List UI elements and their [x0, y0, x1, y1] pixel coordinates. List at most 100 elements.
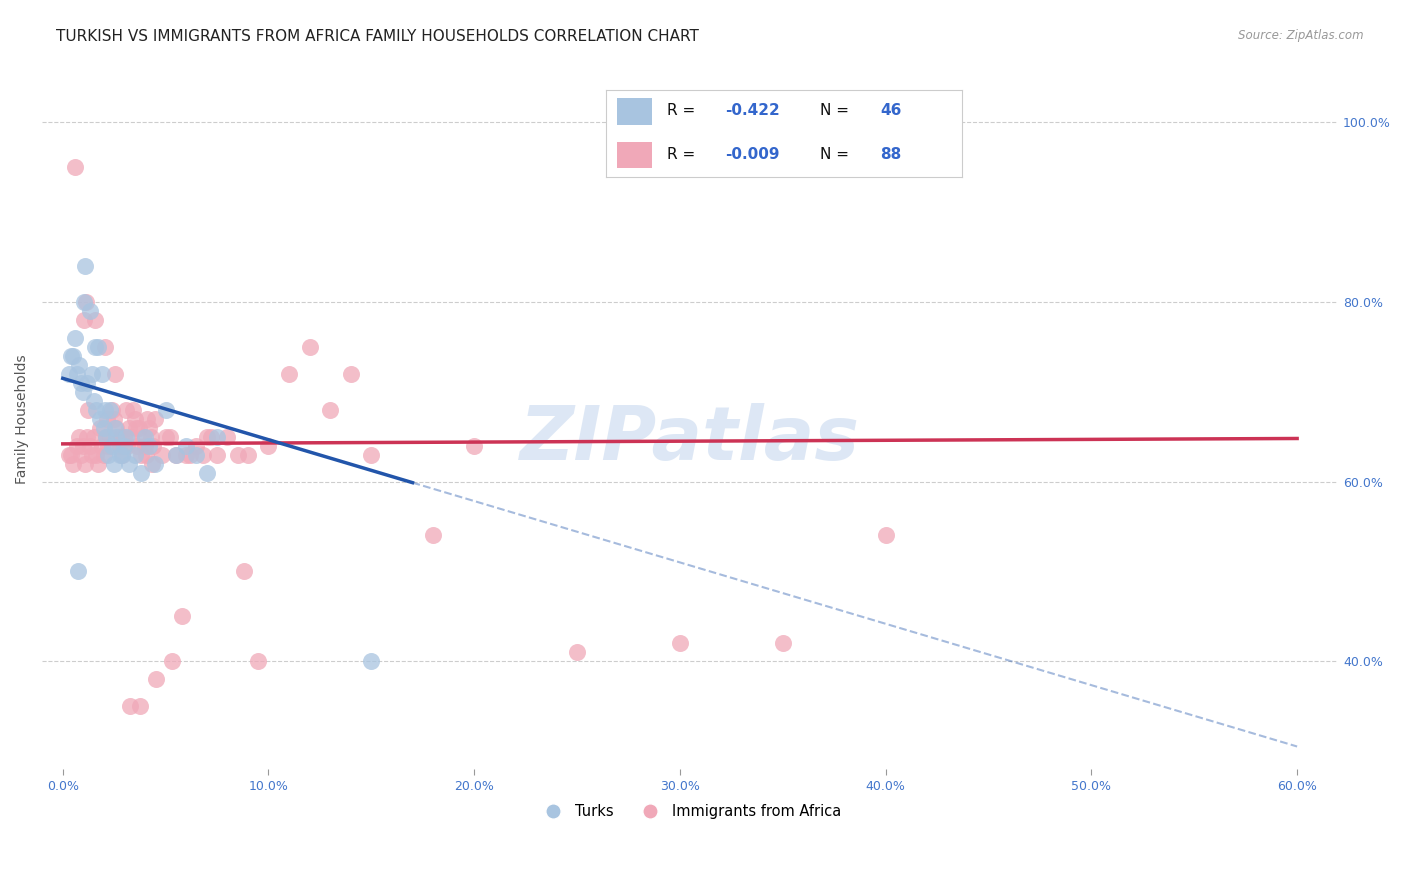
- Point: [124, 448, 146, 462]
- Point: [298, 340, 321, 354]
- Point: [89, 421, 111, 435]
- Point: [84, 402, 107, 417]
- Point: [83, 313, 105, 327]
- Point: [191, 448, 214, 462]
- Point: [90, 439, 112, 453]
- Point: [105, 421, 128, 435]
- Point: [174, 448, 197, 462]
- Point: [84, 448, 107, 462]
- Point: [124, 411, 146, 425]
- Point: [129, 699, 152, 714]
- Point: [59, 448, 82, 462]
- Point: [90, 367, 112, 381]
- Point: [87, 457, 110, 471]
- Point: [142, 439, 165, 453]
- Point: [669, 636, 692, 650]
- Point: [114, 402, 136, 417]
- Point: [143, 457, 166, 471]
- Point: [111, 448, 134, 462]
- Point: [114, 439, 136, 453]
- Point: [141, 457, 163, 471]
- Point: [83, 340, 105, 354]
- Text: ZIPatlas: ZIPatlas: [520, 403, 860, 476]
- Point: [75, 457, 97, 471]
- Text: Source: ZipAtlas.com: Source: ZipAtlas.com: [1239, 29, 1364, 43]
- Point: [129, 448, 152, 462]
- Point: [72, 439, 94, 453]
- Point: [110, 448, 132, 462]
- Point: [135, 448, 157, 462]
- Point: [120, 430, 142, 444]
- Point: [93, 421, 115, 435]
- Point: [155, 402, 177, 417]
- Point: [257, 439, 280, 453]
- Point: [232, 565, 254, 579]
- Point: [79, 439, 101, 453]
- Point: [125, 421, 148, 435]
- Point: [72, 384, 94, 399]
- Point: [772, 636, 794, 650]
- Point: [360, 654, 382, 668]
- Point: [87, 340, 110, 354]
- Legend: Turks, Immigrants from Africa: Turks, Immigrants from Africa: [533, 798, 848, 825]
- Point: [67, 565, 90, 579]
- Point: [89, 411, 111, 425]
- Point: [186, 439, 208, 453]
- Point: [217, 430, 239, 444]
- Point: [63, 161, 86, 175]
- Point: [62, 349, 84, 363]
- Point: [75, 295, 97, 310]
- Point: [83, 430, 105, 444]
- Point: [58, 448, 80, 462]
- Point: [136, 411, 159, 425]
- Point: [67, 430, 90, 444]
- Point: [104, 421, 127, 435]
- Point: [138, 421, 160, 435]
- Point: [115, 439, 138, 453]
- Point: [165, 448, 187, 462]
- Point: [134, 439, 156, 453]
- Point: [118, 699, 141, 714]
- Point: [172, 609, 194, 624]
- Point: [110, 430, 132, 444]
- Point: [94, 402, 117, 417]
- Point: [463, 439, 485, 453]
- Point: [165, 448, 187, 462]
- Point: [114, 430, 136, 444]
- Point: [75, 259, 97, 273]
- Point: [129, 466, 152, 480]
- Point: [101, 402, 124, 417]
- Point: [107, 430, 129, 444]
- Point: [66, 439, 89, 453]
- Point: [96, 411, 118, 425]
- Point: [319, 402, 342, 417]
- Point: [247, 654, 270, 668]
- Point: [59, 349, 82, 363]
- Point: [94, 340, 117, 354]
- Text: TURKISH VS IMMIGRANTS FROM AFRICA FAMILY HOUSEHOLDS CORRELATION CHART: TURKISH VS IMMIGRANTS FROM AFRICA FAMILY…: [56, 29, 699, 45]
- Point: [94, 430, 117, 444]
- Point: [93, 448, 115, 462]
- Point: [200, 430, 222, 444]
- Point: [63, 331, 86, 345]
- Point: [79, 304, 101, 318]
- Point: [97, 439, 120, 453]
- Y-axis label: Family Households: Family Households: [15, 354, 30, 483]
- Point: [62, 457, 84, 471]
- Point: [101, 439, 124, 453]
- Point: [58, 367, 80, 381]
- Point: [73, 295, 96, 310]
- Point: [80, 448, 103, 462]
- Point: [80, 367, 103, 381]
- Point: [155, 430, 177, 444]
- Point: [195, 430, 218, 444]
- Point: [565, 645, 588, 659]
- Point: [159, 430, 181, 444]
- Point: [205, 448, 228, 462]
- Point: [875, 528, 897, 542]
- Point: [114, 430, 136, 444]
- Point: [67, 358, 90, 372]
- Point: [205, 430, 228, 444]
- Point: [70, 448, 93, 462]
- Point: [422, 528, 444, 542]
